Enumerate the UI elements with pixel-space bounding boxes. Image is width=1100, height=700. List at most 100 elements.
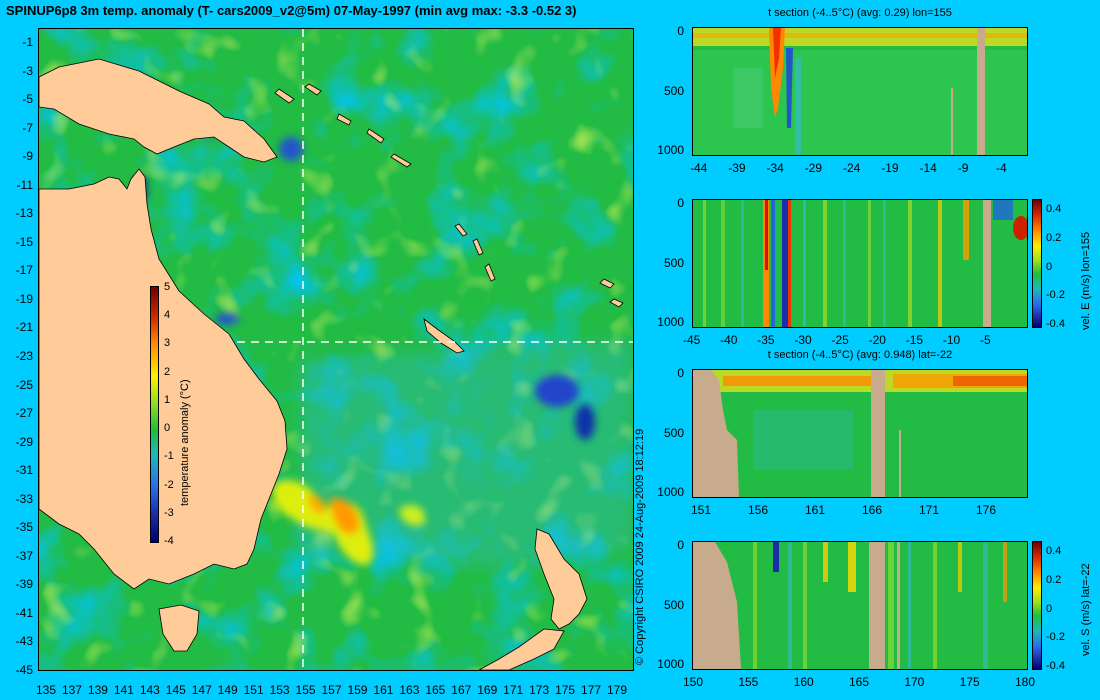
section-depth-tick-label: 1000 [657, 315, 684, 329]
panel-2-velocity-east-lon155[interactable] [692, 199, 1028, 328]
map-colorbar-bar [150, 286, 159, 543]
section-colorbar-tick-label: -0.4 [1046, 660, 1065, 672]
longitude-tick-label: 151 [243, 683, 264, 697]
section-x-tick-label: -20 [868, 333, 886, 347]
panel-4-canvas [693, 542, 1027, 669]
new-caledonia [423, 317, 465, 354]
section-colorbar-tick-label: 0.2 [1046, 231, 1062, 244]
section-x-tick-label: 175 [959, 675, 980, 689]
longitude-tick-label: 139 [87, 683, 108, 697]
section-x-tick-label: 180 [1015, 675, 1036, 689]
longitude-tick-label: 143 [139, 683, 160, 697]
section-x-tick-label: -40 [720, 333, 738, 347]
section-depth-tick-label: 500 [663, 597, 684, 612]
longitude-tick-label: 171 [503, 683, 524, 697]
latitude-tick-label: -19 [15, 291, 33, 306]
section-x-tick-label: -30 [794, 333, 812, 347]
section-depth-tick-label: 1000 [657, 657, 684, 671]
longitude-tick-label: 147 [191, 683, 212, 697]
latitude-tick-label: -11 [16, 177, 33, 192]
longitude-tick-label: 155 [295, 683, 316, 697]
longitude-tick-label: 173 [529, 683, 550, 697]
section-x-tick-label: -29 [804, 161, 823, 175]
panel-1-temperature-lon155[interactable] [692, 27, 1028, 156]
latitude-tick-label: -43 [15, 634, 33, 649]
section-depth-tick-label: 500 [663, 255, 684, 270]
panel-3-canvas [693, 370, 1027, 497]
section-x-tick-label: -44 [690, 161, 708, 175]
section-x-tick-label: -39 [728, 161, 746, 175]
section-x-tick-label: -25 [831, 333, 849, 347]
latitude-tick-label: -45 [15, 663, 33, 677]
longitude-tick-label: 153 [269, 683, 290, 697]
panel-2-colorbar-title: vel. E (m/s) lon=155 [1080, 231, 1092, 330]
section-colorbar-tick-label: 0.4 [1046, 545, 1062, 557]
colorbar-tick-label: 4 [164, 309, 171, 322]
new-guinea [39, 58, 278, 163]
longitude-tick-label: 159 [347, 683, 368, 697]
longitude-tick-label: 169 [477, 683, 498, 697]
panel-3-temperature-lat-22[interactable] [692, 369, 1028, 498]
latitude-tick-label: -31 [15, 463, 33, 478]
latitude-tick-label: -7 [22, 120, 33, 135]
section-x-tick-label: -24 [843, 161, 861, 175]
latitude-tick-label: -13 [15, 206, 33, 221]
section-colorbar-tick-label: -0.4 [1046, 318, 1065, 330]
section-depth-tick-label: 500 [663, 83, 684, 98]
colorbar-tick-label: -2 [164, 478, 174, 491]
section-x-tick-label: -15 [905, 333, 924, 347]
longitude-tick-label: 141 [113, 683, 134, 697]
latitude-tick-label: -41 [15, 605, 33, 620]
section-x-tick-label: 171 [919, 503, 940, 517]
latitude-tick-label: -25 [15, 377, 33, 392]
temperature-anomaly-map[interactable] [38, 28, 634, 671]
section-x-tick-label: 166 [862, 503, 883, 517]
colorbar-tick-label: 3 [164, 337, 171, 350]
section-colorbar-tick-label: 0 [1046, 260, 1053, 273]
australia [39, 168, 288, 590]
latitude-tick-label: -37 [15, 548, 33, 563]
colorbar-tick-label: -4 [164, 535, 174, 547]
panel-4-velocity-south-lat-22[interactable] [692, 541, 1028, 670]
section-x-tick-label: -34 [766, 161, 784, 175]
latitude-tick-label: -17 [15, 263, 33, 278]
section-x-tick-label: -9 [957, 161, 969, 175]
section-depth-tick-label: 1000 [657, 485, 684, 499]
colorbar-tick-label: 1 [164, 393, 171, 406]
section-x-tick-label: -35 [757, 333, 775, 347]
latitude-tick-label: -27 [15, 406, 33, 421]
latitude-tick-label: -39 [15, 577, 33, 592]
new-zealand-south [478, 628, 565, 670]
longitude-tick-label: 145 [165, 683, 186, 697]
latitude-tick-label: -35 [15, 520, 33, 535]
longitude-tick-label: 179 [607, 683, 628, 697]
copyright-text: © Copyright CSIRO 2009 24-Aug-2009 18:12… [634, 428, 646, 665]
colorbar-tick-label: 0 [164, 422, 171, 435]
section-x-tick-label: 150 [683, 675, 704, 689]
section-depth-tick-label: 0 [677, 366, 684, 380]
latitude-tick-label: -29 [15, 434, 33, 449]
section-x-tick-label: -10 [942, 333, 961, 347]
panel-4-colorbar-title: vel. S (m/s) lat=-22 [1080, 563, 1092, 656]
panel-2-canvas [693, 200, 1027, 327]
panel-1-title: t section (-4..5°C) (avg: 0.29) lon=155 [768, 7, 952, 19]
panel-1-canvas [693, 28, 1027, 155]
longitude-tick-label: 149 [217, 683, 238, 697]
colorbar-tick-label: -3 [164, 506, 174, 519]
tasmania [158, 604, 200, 652]
section-colorbar-tick-label: 0 [1046, 602, 1053, 615]
longitude-tick-label: 167 [451, 683, 472, 697]
section-x-tick-label: -14 [919, 161, 937, 175]
land [39, 58, 624, 670]
figure-title: SPINUP6p8 3m temp. anomaly (T- cars2009_… [6, 3, 577, 18]
section-x-tick-label: 151 [691, 503, 712, 517]
section-x-tick-label: 170 [904, 675, 925, 689]
colorbar-tick-label: 2 [164, 365, 171, 378]
section-x-tick-label: 161 [805, 503, 826, 517]
section-x-tick-label: 165 [849, 675, 870, 689]
longitude-tick-label: 135 [36, 683, 57, 697]
section-x-tick-label: 155 [738, 675, 759, 689]
section-colorbar-tick-label: -0.2 [1046, 631, 1065, 644]
section-depth-tick-label: 0 [677, 196, 684, 210]
longitude-tick-label: 157 [321, 683, 342, 697]
